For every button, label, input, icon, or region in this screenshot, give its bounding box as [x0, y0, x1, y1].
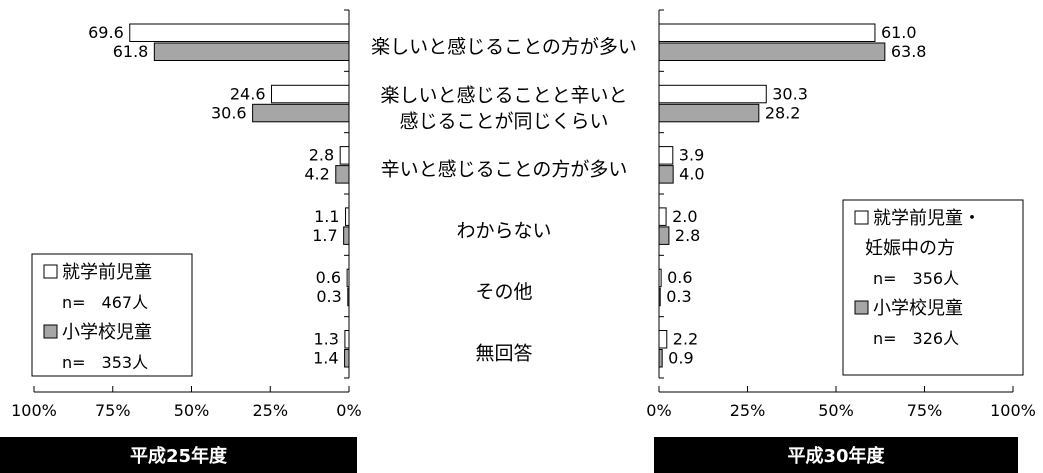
value-axis-tick-label: 25% — [252, 401, 288, 420]
data-label: 24.6 — [230, 84, 266, 103]
category-label: その他 — [475, 281, 532, 303]
bar-elementary — [658, 165, 674, 184]
legend-label: 就学前児童 — [62, 262, 152, 283]
bar-elementary — [658, 349, 663, 368]
bar-preschool — [345, 207, 350, 226]
bar-elementary — [153, 42, 350, 61]
value-axis-tick-label: 50% — [174, 401, 210, 420]
data-label: 4.0 — [679, 165, 704, 184]
value-axis-tick-label: 25% — [730, 401, 766, 420]
category-label: 辛いと感じることの方が多い — [381, 159, 628, 181]
data-label: 0.9 — [668, 349, 693, 368]
data-label: 3.9 — [679, 146, 704, 165]
data-label: 1.7 — [312, 226, 337, 245]
bar-elementary — [658, 42, 886, 61]
category-labels: 楽しいと感じることの方が多い楽しいと感じることと辛いと感じることが同じくらい辛い… — [371, 36, 637, 365]
bar-elementary — [347, 287, 350, 307]
bar-elementary — [343, 226, 350, 245]
legend-swatch-gray — [43, 324, 58, 339]
bar-elementary — [658, 287, 661, 307]
bar-preschool — [344, 330, 350, 349]
data-label: 1.4 — [313, 349, 338, 368]
bar-preschool — [129, 23, 350, 42]
data-label: 61.0 — [881, 23, 917, 42]
bar-elementary — [344, 349, 350, 368]
bar-preschool — [658, 146, 674, 165]
legend-label: 小学校児童 — [62, 322, 152, 343]
data-label: 0.3 — [316, 287, 341, 306]
legend-swatch-white — [854, 210, 869, 225]
data-label: 2.0 — [672, 207, 697, 226]
legend-count: n= 326人 — [873, 329, 959, 348]
data-label: 1.1 — [314, 207, 339, 226]
legend-swatch-gray — [854, 300, 869, 315]
legend-count: n= 353人 — [62, 353, 148, 372]
panel-title-band — [654, 437, 1018, 473]
bar-preschool — [339, 146, 350, 165]
data-label: 2.8 — [675, 226, 700, 245]
data-label: 69.6 — [88, 23, 124, 42]
value-axis-tick-label: 100% — [990, 401, 1036, 420]
value-axis-tick-label: 50% — [818, 401, 854, 420]
data-label: 30.6 — [211, 103, 247, 122]
legend-label: 就学前児童・ — [873, 208, 981, 229]
value-axis-tick-label: 0% — [336, 401, 361, 420]
value-axis-tick-label: 75% — [95, 401, 131, 420]
legend-label-cont: 妊娠中の方 — [865, 238, 955, 259]
bar-elementary — [335, 165, 350, 184]
legend-box — [842, 199, 1024, 376]
panel-title-band — [0, 437, 357, 473]
panel-title: 平成30年度 — [787, 445, 885, 467]
bar-preschool — [658, 207, 667, 226]
data-label: 61.8 — [113, 42, 149, 61]
bar-elementary — [658, 103, 760, 123]
value-axis-tick-label: 75% — [907, 401, 943, 420]
panel-title: 平成25年度 — [130, 445, 228, 467]
panel-h25: 69.6 24.6 2.8 1.1 0.6 1.3 61.8 30.6 4.2 1.7 0.3 1.4… — [0, 9, 362, 473]
bar-preschool — [658, 84, 767, 104]
bar-preschool — [658, 23, 876, 42]
bar-elementary — [252, 103, 350, 123]
legend-count: n= 356人 — [873, 269, 959, 288]
bar-preschool — [271, 84, 350, 104]
data-label: 0.3 — [666, 287, 691, 306]
data-label: 30.3 — [772, 84, 808, 103]
data-label: 63.8 — [891, 42, 927, 61]
panel-h30: 61.0 30.3 3.9 2.0 0.6 2.2 63.8 28.2 4.0 2.8 0.3 0.9… — [646, 9, 1036, 473]
bar-elementary — [658, 226, 670, 245]
data-label: 2.2 — [673, 330, 698, 349]
data-label: 0.6 — [667, 268, 692, 287]
bar-preschool — [346, 268, 350, 288]
category-label: わからない — [456, 220, 551, 242]
legend-label: 小学校児童 — [873, 298, 963, 319]
category-label: 楽しいと感じることと辛いと — [380, 84, 627, 106]
value-axis-tick-label: 100% — [11, 401, 57, 420]
bar-preschool — [658, 330, 668, 349]
data-label: 28.2 — [765, 103, 801, 122]
data-label: 0.6 — [316, 268, 341, 287]
legend-box — [31, 253, 193, 377]
legend-count: n= 467人 — [62, 293, 148, 312]
data-label: 4.2 — [304, 165, 329, 184]
category-label: 感じることが同じくらい — [399, 110, 608, 132]
data-label: 2.8 — [309, 146, 334, 165]
category-label: 楽しいと感じることの方が多い — [371, 36, 637, 58]
data-label: 1.3 — [313, 330, 338, 349]
category-label: 無回答 — [475, 343, 532, 365]
value-axis-tick-label: 0% — [646, 401, 671, 420]
bar-preschool — [658, 268, 662, 288]
legend-swatch-white — [43, 264, 58, 279]
